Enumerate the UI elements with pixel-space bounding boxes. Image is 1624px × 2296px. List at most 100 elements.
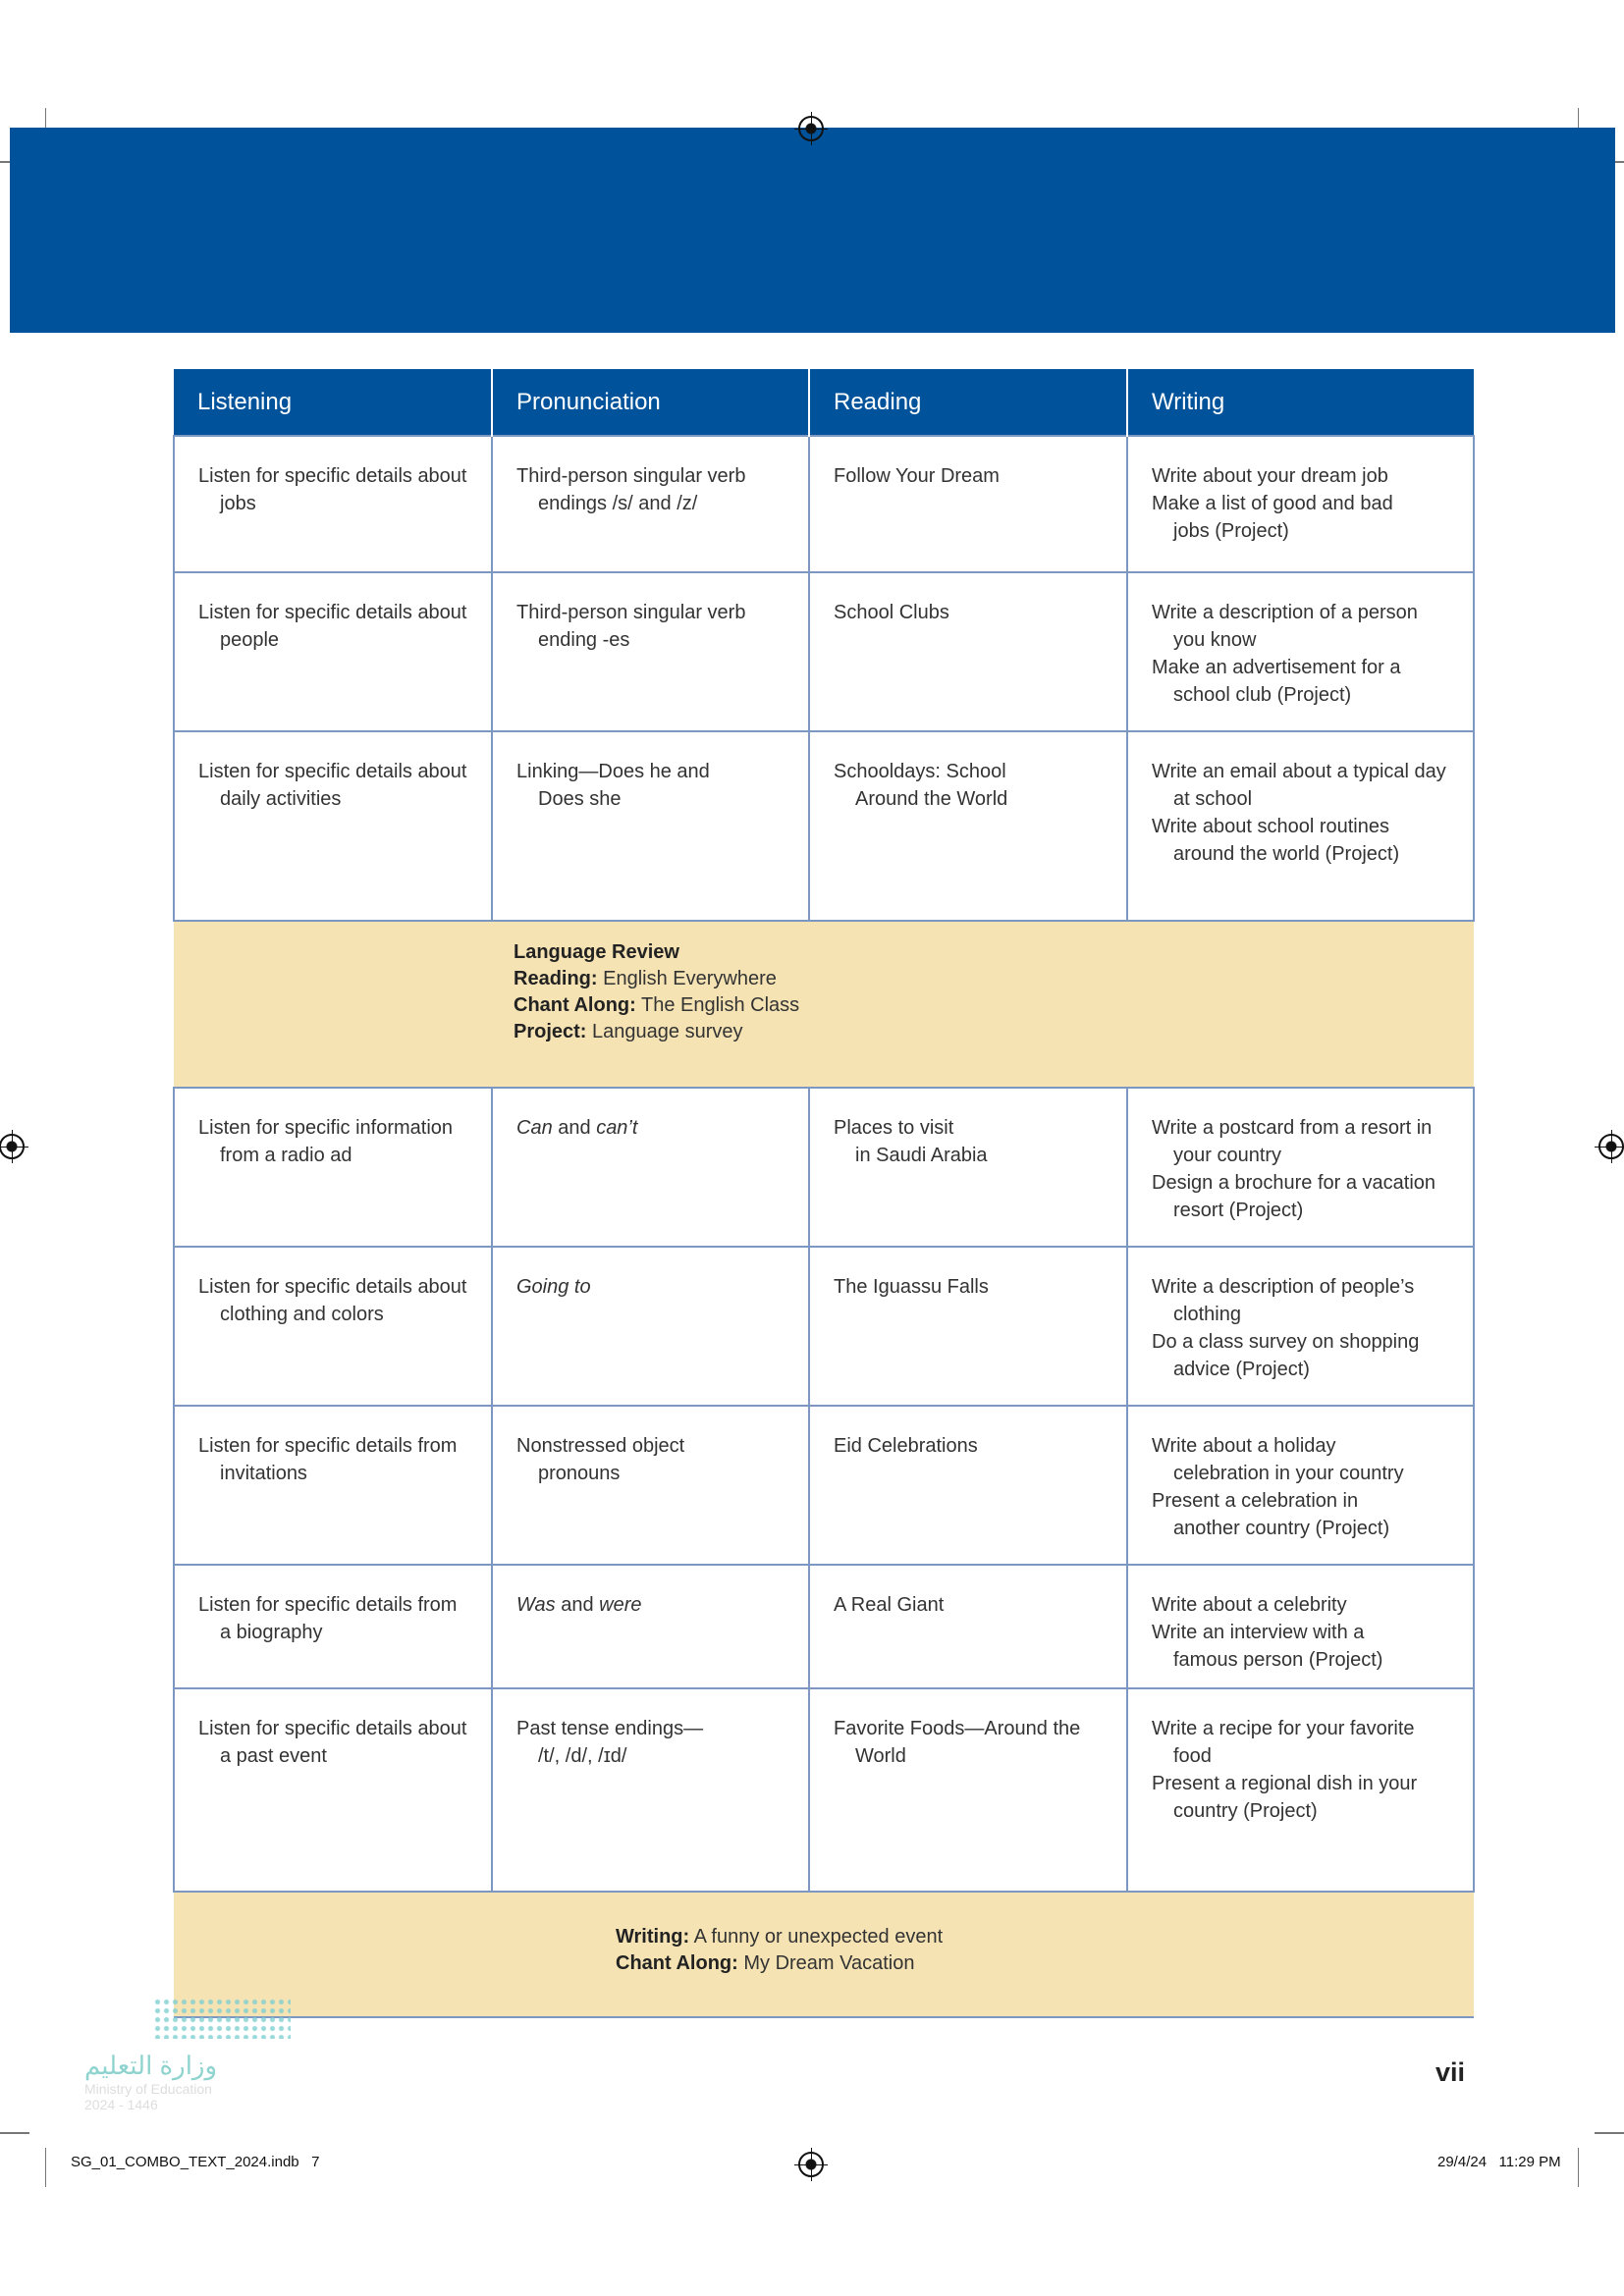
cell-line: Write an email about a typical day: [1152, 761, 1446, 782]
cell-line: food: [1173, 1745, 1212, 1767]
cell-listening: Listen for specific details about daily a…: [173, 730, 493, 922]
cell-line: Listen for specific details about: [198, 761, 467, 782]
review-line: Project: Language survey: [514, 1019, 1474, 1045]
cell-line: Design a brochure for a vacation: [1152, 1172, 1436, 1194]
review-label: Writing:: [616, 1926, 690, 1948]
cell-line: Write about your dream job: [1152, 465, 1388, 487]
table-row: Listen for specific information from a ra…: [173, 1087, 1475, 1248]
cell-line: clothing and colors: [220, 1304, 384, 1325]
cell-line: Third-person singular verb: [516, 602, 746, 623]
cell-line: Past tense endings—: [516, 1718, 704, 1739]
logo-arabic: وزارة التعليم: [84, 2051, 218, 2080]
cell-writing: Write about a holiday celebration in your…: [1126, 1405, 1475, 1566]
cell-line: Listen for specific details from: [198, 1435, 458, 1457]
review-label: Chant Along:: [616, 1952, 738, 1974]
cell-line: your country: [1173, 1145, 1282, 1166]
cell-line: invitations: [220, 1463, 307, 1484]
cell-pronunciation: Past tense endings— /t/, /d/, /ɪd/: [491, 1687, 810, 1893]
cell-line: Write a description of a person: [1152, 602, 1418, 623]
cell-pronunciation: Going to: [491, 1246, 810, 1407]
header-reading: Reading: [808, 369, 1127, 436]
cell-listening: Listen for specific details from a biogra…: [173, 1564, 493, 1689]
cell-line: another country (Project): [1173, 1518, 1390, 1539]
cell-line: Eid Celebrations: [834, 1435, 978, 1457]
cell-line: Going to: [516, 1276, 591, 1298]
registration-mark-icon: [0, 1130, 28, 1163]
cell-pronunciation: Third-person singular verb ending -es: [491, 571, 810, 732]
table-header-row: Listening Pronunciation Reading Writing: [174, 369, 1474, 436]
logo-english: Ministry of Education: [84, 2081, 212, 2097]
cell-line: school club (Project): [1173, 684, 1352, 706]
cell-line: clothing: [1173, 1304, 1241, 1325]
cell-line: jobs (Project): [1173, 520, 1289, 542]
cell-line: Was and were: [516, 1594, 642, 1616]
scope-sequence-table: Listening Pronunciation Reading Writing …: [173, 369, 1475, 2018]
cell-line: ending -es: [538, 629, 630, 651]
cell-line: people: [220, 629, 280, 651]
cell-line: endings /s/ and /z/: [538, 493, 698, 514]
cell-line: Listen for specific details from: [198, 1594, 458, 1616]
cell-line: daily activities: [220, 788, 342, 810]
cell-line: country (Project): [1173, 1800, 1318, 1822]
slug-file: SG_01_COMBO_TEXT_2024.indb 7: [71, 2154, 320, 2170]
cell-line: jobs: [220, 493, 256, 514]
cell-writing: Write a description of people’s clothing D…: [1126, 1246, 1475, 1407]
cell-listening: Listen for specific details about clothin…: [173, 1246, 493, 1407]
cell-line: in Saudi Arabia: [855, 1145, 988, 1166]
table-row: Listen for specific details about people T…: [173, 571, 1475, 732]
cell-reading: Places to visit in Saudi Arabia: [808, 1087, 1128, 1248]
cell-line: Write about a holiday: [1152, 1435, 1336, 1457]
cell-reading: A Real Giant: [808, 1564, 1128, 1689]
cell-line: Write a postcard from a resort in: [1152, 1117, 1433, 1139]
registration-mark-icon: [794, 2148, 828, 2181]
cell-line: Write about school routines: [1152, 816, 1389, 837]
cell-line: Listen for specific details about: [198, 465, 467, 487]
cell-writing: Write about a celebrity Write an intervie…: [1126, 1564, 1475, 1689]
cell-line: Nonstressed object: [516, 1435, 685, 1457]
cell-listening: Listen for specific details about people: [173, 571, 493, 732]
review-band: Writing: A funny or unexpected event Chan…: [174, 1891, 1474, 2018]
review-text: A funny or unexpected event: [689, 1926, 944, 1948]
table-row: Listen for specific details from a biogra…: [173, 1564, 1475, 1689]
cell-line: Schooldays: School: [834, 761, 1006, 782]
cell-writing: Write a description of a person you know M…: [1126, 571, 1475, 732]
table-row: Listen for specific details about clothin…: [173, 1246, 1475, 1407]
cell-reading: The Iguassu Falls: [808, 1246, 1128, 1407]
cell-reading: Schooldays: School Around the World: [808, 730, 1128, 922]
cell-line: Does she: [538, 788, 622, 810]
header-writing: Writing: [1126, 369, 1474, 436]
review-text: English Everywhere: [597, 968, 777, 989]
cell-line: pronouns: [538, 1463, 621, 1484]
logo-year: 2024 - 1446: [84, 2097, 158, 2112]
cell-line: Do a class survey on shopping: [1152, 1331, 1420, 1353]
crop-mark: [1578, 2148, 1579, 2187]
table-row: Listen for specific details about daily a…: [173, 730, 1475, 922]
cell-line: around the world (Project): [1173, 843, 1400, 865]
registration-mark-icon: [1595, 1130, 1624, 1163]
cell-line: Listen for specific details about: [198, 602, 467, 623]
review-label: Project:: [514, 1021, 587, 1042]
cell-pronunciation: Nonstressed object pronouns: [491, 1405, 810, 1566]
cell-line: Around the World: [855, 788, 1008, 810]
cell-line: Third-person singular verb: [516, 465, 746, 487]
cell-line: Favorite Foods—Around the: [834, 1718, 1081, 1739]
cell-line: Listen for specific details about: [198, 1718, 467, 1739]
review-line: Writing: A funny or unexpected event: [616, 1924, 1474, 1950]
cell-reading: Favorite Foods—Around the World: [808, 1687, 1128, 1893]
cell-line: Present a celebration in: [1152, 1490, 1359, 1512]
cell-pronunciation: Third-person singular verb endings /s/ an…: [491, 435, 810, 573]
cell-line: Can and can’t: [516, 1117, 638, 1139]
cell-line: Listen for specific details about: [198, 1276, 467, 1298]
review-line: Chant Along: My Dream Vacation: [616, 1950, 1474, 1977]
crop-mark: [1595, 2132, 1624, 2134]
header-listening: Listening: [174, 369, 492, 436]
cell-line: at school: [1173, 788, 1253, 810]
cell-line: famous person (Project): [1173, 1649, 1383, 1671]
cell-reading: Eid Celebrations: [808, 1405, 1128, 1566]
ministry-logo: وزارة التعليم Ministry of Education 2024…: [84, 1998, 300, 2112]
cell-line: Write about a celebrity: [1152, 1594, 1347, 1616]
review-text: The English Class: [635, 994, 800, 1016]
cell-reading: School Clubs: [808, 571, 1128, 732]
review-band: Language Review Reading: English Everywhe…: [174, 920, 1474, 1089]
cell-listening: Listen for specific details about jobs: [173, 435, 493, 573]
